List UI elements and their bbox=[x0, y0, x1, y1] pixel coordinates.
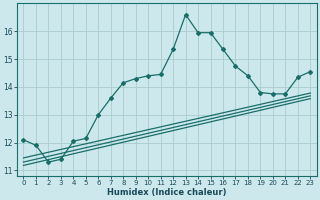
X-axis label: Humidex (Indice chaleur): Humidex (Indice chaleur) bbox=[107, 188, 227, 197]
